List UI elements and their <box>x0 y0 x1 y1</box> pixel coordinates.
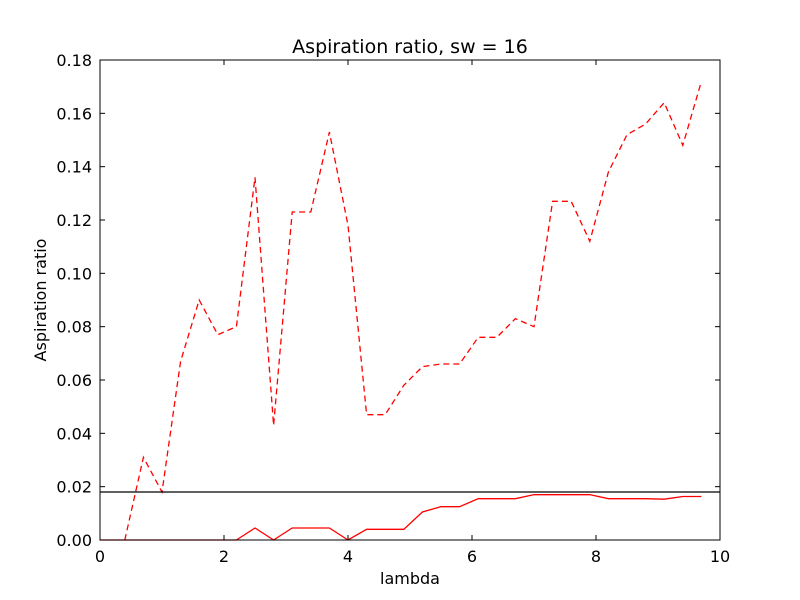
x-tick-label: 0 <box>95 547 105 566</box>
plot-frame <box>99 59 721 541</box>
y-tick-label: 0.10 <box>56 264 92 283</box>
y-tick-label: 0.18 <box>56 51 92 70</box>
x-tick-label: 8 <box>591 547 601 566</box>
x-tick-label: 6 <box>467 547 477 566</box>
y-tick-label: 0.04 <box>56 424 92 443</box>
y-tick-label: 0.16 <box>56 104 92 123</box>
y-tick-label: 0.12 <box>56 211 92 230</box>
y-tick-label: 0.08 <box>56 318 92 337</box>
chart-title: Aspiration ratio, sw = 16 <box>292 36 528 58</box>
series-line-0 <box>124 81 703 541</box>
y-tick-label: 0.14 <box>56 158 92 177</box>
series-line-1 <box>100 494 702 541</box>
x-tick-label: 2 <box>219 547 229 566</box>
x-tick-label: 10 <box>710 547 730 566</box>
x-axis-label: lambda <box>380 569 440 588</box>
x-tick-label: 4 <box>343 547 353 566</box>
axis-ticks: 0 2 4 6 8 10 0.00 0.02 0.04 0.06 0.08 0.10 0.12 0.14 0… <box>56 51 730 566</box>
y-tick-label: 0.06 <box>56 371 92 390</box>
plot-area <box>100 81 720 541</box>
y-tick-label: 0.02 <box>56 478 92 497</box>
y-axis-label: Aspiration ratio <box>31 239 50 362</box>
y-tick-label: 0.00 <box>56 531 92 550</box>
